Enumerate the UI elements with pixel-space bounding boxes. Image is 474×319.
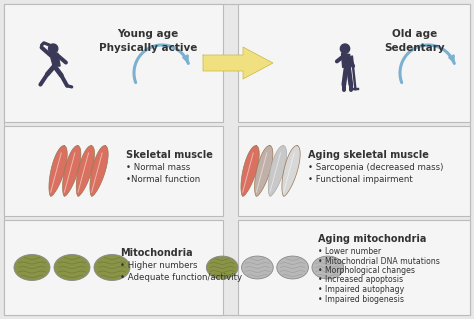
FancyBboxPatch shape <box>238 220 470 315</box>
Text: • Lower number: • Lower number <box>318 247 381 256</box>
Polygon shape <box>255 145 273 197</box>
Ellipse shape <box>14 255 50 280</box>
Polygon shape <box>90 145 108 197</box>
Text: Mitochondria: Mitochondria <box>120 249 192 258</box>
Text: • Morphological changes: • Morphological changes <box>318 266 415 275</box>
Polygon shape <box>63 145 81 197</box>
Ellipse shape <box>277 256 309 279</box>
Text: Skeletal muscle: Skeletal muscle <box>126 150 213 160</box>
Text: • Impaired biogenesis: • Impaired biogenesis <box>318 294 404 303</box>
FancyBboxPatch shape <box>4 4 223 122</box>
Text: • Mitochondrial DNA mutations: • Mitochondrial DNA mutations <box>318 256 440 265</box>
Text: • Impaired autophagy: • Impaired autophagy <box>318 285 404 294</box>
Circle shape <box>340 44 350 53</box>
FancyBboxPatch shape <box>238 126 470 216</box>
Ellipse shape <box>94 255 130 280</box>
Polygon shape <box>342 53 351 67</box>
Text: • Functional impairment: • Functional impairment <box>308 174 413 183</box>
Text: Aging skeletal muscle: Aging skeletal muscle <box>308 150 429 160</box>
Polygon shape <box>76 145 94 197</box>
Text: • Normal mass: • Normal mass <box>126 162 190 172</box>
Polygon shape <box>282 145 300 197</box>
Text: Aging mitochondria: Aging mitochondria <box>318 234 427 244</box>
Polygon shape <box>268 145 286 197</box>
Text: • Higher numbers: • Higher numbers <box>120 261 198 270</box>
Polygon shape <box>203 47 273 79</box>
Ellipse shape <box>242 256 273 279</box>
FancyBboxPatch shape <box>4 220 223 315</box>
Text: Young age
Physically active: Young age Physically active <box>99 29 197 53</box>
Circle shape <box>48 44 58 53</box>
Polygon shape <box>50 53 60 66</box>
Ellipse shape <box>312 256 344 279</box>
FancyBboxPatch shape <box>238 4 470 122</box>
FancyBboxPatch shape <box>4 126 223 216</box>
Text: • Adequate function/activity: • Adequate function/activity <box>120 273 242 282</box>
Ellipse shape <box>206 256 238 279</box>
Text: • Sarcopenia (decreased mass): • Sarcopenia (decreased mass) <box>308 162 443 172</box>
Polygon shape <box>49 145 67 197</box>
FancyBboxPatch shape <box>4 4 470 315</box>
Text: •Normal function: •Normal function <box>126 174 200 183</box>
Text: • Increased apoptosis: • Increased apoptosis <box>318 276 403 285</box>
Text: Old age
Sedentary: Old age Sedentary <box>385 29 445 53</box>
Ellipse shape <box>54 255 90 280</box>
Polygon shape <box>241 145 259 197</box>
